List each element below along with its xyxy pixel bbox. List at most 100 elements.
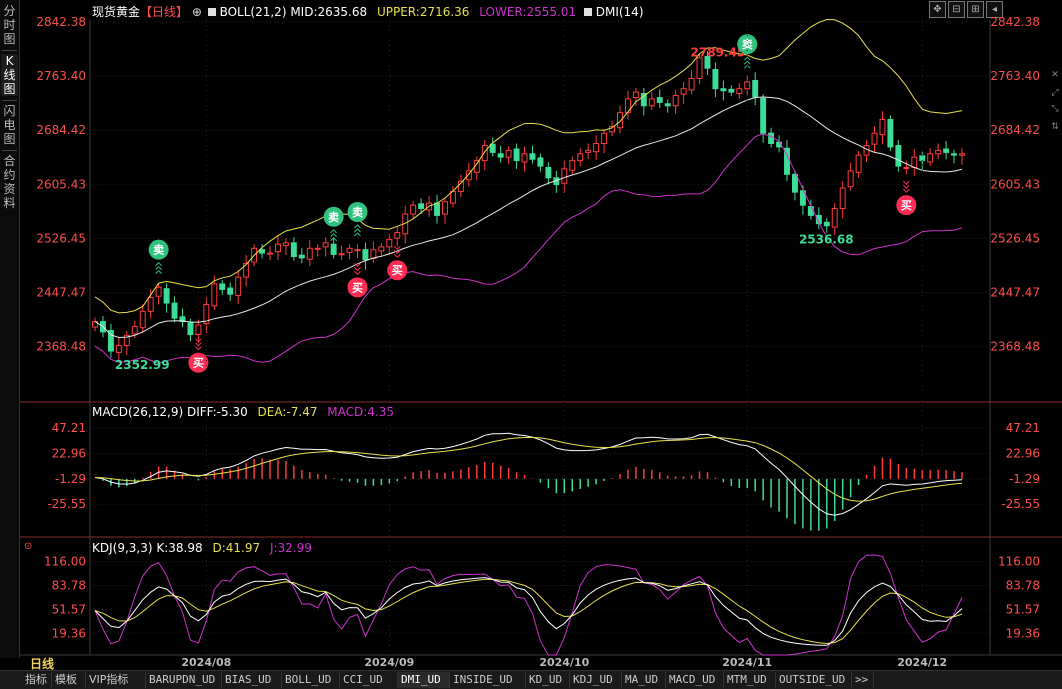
indicator-tab[interactable]: BOLL_UD — [282, 672, 340, 688]
zoom-in-icon[interactable]: ⊞ — [967, 1, 984, 18]
candle-body — [815, 214, 822, 225]
signal-arrow-icon — [354, 266, 361, 272]
signal-arrow-icon — [393, 249, 401, 254]
candle-body — [259, 249, 266, 254]
candle-body — [203, 303, 210, 325]
zoom-out-icon[interactable]: ⊟ — [948, 1, 965, 18]
indicator-tab[interactable]: BIAS_UD — [222, 672, 282, 688]
candle-body — [617, 112, 623, 129]
indicator-tab[interactable]: CCI_UD — [340, 672, 398, 688]
candle-body — [123, 334, 130, 347]
candle-body — [386, 238, 393, 248]
signal-arrow-icon — [330, 237, 337, 242]
candle-body — [640, 92, 647, 107]
price-axis-tick-left: 2842.38 — [36, 15, 86, 29]
boll-indicator-name[interactable]: BOLL(21,2) — [219, 5, 287, 19]
candle-body — [696, 57, 703, 79]
indicator-tab[interactable]: MA_UD — [622, 672, 666, 688]
signal-label: 卖 — [742, 37, 753, 51]
candle-body — [92, 321, 98, 328]
candle-body — [760, 97, 767, 134]
price-axis-tick-right: 2605.43 — [990, 177, 1040, 191]
candle-body — [768, 132, 775, 144]
candle-body — [163, 288, 170, 304]
tab-flash-chart[interactable]: 闪电图 — [3, 104, 16, 146]
candle-body — [378, 246, 385, 252]
candle-body — [529, 153, 536, 160]
tab-kline[interactable]: K线图 — [1, 54, 18, 96]
price-axis-tick-right: 2447.47 — [990, 285, 1040, 299]
candle-body — [911, 156, 918, 168]
candle-body — [362, 249, 369, 261]
kdj-axis-tick-right: 83.78 — [1006, 579, 1040, 593]
indicator-tab[interactable]: >> — [852, 672, 874, 688]
candle-body — [799, 190, 806, 206]
scroll-left-icon[interactable]: ◂ — [986, 1, 1003, 18]
candle-body — [457, 180, 464, 192]
price-extreme-label: 2352.99 — [115, 358, 170, 372]
candle-body — [879, 119, 886, 136]
shrink-icon[interactable]: ⤡ — [1051, 104, 1059, 114]
indicator-settings-icon[interactable]: ⊙ — [24, 541, 33, 552]
expand-icon[interactable]: ⤢ — [1051, 88, 1059, 98]
signal-arrow-icon — [330, 233, 337, 238]
time-axis-tick: 2024/09 — [364, 656, 414, 669]
add-indicator-icon[interactable]: ⊕ — [191, 5, 202, 19]
sort-icon[interactable]: ⇅ — [1051, 122, 1059, 132]
candle-body — [680, 88, 687, 95]
price-axis-tick-right: 2763.40 — [990, 69, 1040, 83]
candle-body — [211, 283, 218, 307]
indicator-tab[interactable]: VIP指标 — [86, 672, 146, 688]
candle-body — [561, 168, 568, 184]
candle-body — [338, 253, 345, 256]
indicator-tab[interactable]: KD_UD — [526, 672, 570, 688]
time-axis-tick: 2024/12 — [897, 656, 947, 669]
chart-canvas[interactable]: 2842.38 2842.38 2763.40 2763.40 2684.42 2684.… — [0, 0, 1062, 670]
candle-body — [322, 242, 329, 248]
candle-body — [282, 242, 289, 247]
macd-value: MACD:4.35 — [327, 405, 395, 419]
signal-arrow-icon — [354, 232, 361, 237]
indicator-tab[interactable]: DMI_UD — [398, 672, 450, 688]
boll-mid-line — [94, 96, 963, 339]
macd-axis-tick-right: 22.96 — [1006, 446, 1040, 460]
indicator-tab-bar: 指标 模板 VIP指标 BARUPDN_UD BIAS_UD BOLL_UD CCI_UD D… — [0, 670, 1062, 689]
kdj-title[interactable]: KDJ(9,3,3) — [92, 541, 153, 555]
indicator-tab[interactable]: INSIDE_UD — [450, 672, 526, 688]
period-tag: 【日线】 — [140, 5, 189, 19]
indicator-tab[interactable]: MTM_UD — [724, 672, 776, 688]
candle-body — [274, 243, 281, 253]
period-label[interactable]: 日线 — [30, 657, 55, 671]
dmi-indicator-name[interactable]: DMI(14) — [595, 5, 644, 19]
candle-body — [601, 132, 608, 144]
indicator-tab[interactable]: 指标 — [22, 672, 52, 688]
candle-body — [839, 187, 846, 210]
signal-arrow-icon — [330, 229, 337, 234]
macd-dea-value: DEA:-7.47 — [257, 405, 318, 419]
indicator-tab[interactable]: KDJ_UD — [570, 672, 622, 688]
left-sidebar: 分时图 K线图 闪电图 合约资料 — [0, 0, 20, 658]
macd-title[interactable]: MACD(26,12,9) — [92, 405, 184, 419]
candle-body — [927, 153, 934, 163]
buy-signal-icon — [347, 277, 368, 298]
tab-contract-info[interactable]: 合约资料 — [3, 154, 16, 210]
macd-diff-line — [94, 432, 963, 516]
indicator-tab[interactable]: BARUPDN_UD — [146, 672, 222, 688]
move-icon[interactable]: ✥ — [929, 1, 946, 18]
candle-body — [107, 329, 114, 352]
price-axis-tick-right: 2526.45 — [990, 231, 1040, 245]
price-header: 现货黄金【日线】 ⊕ BOLL(21,2) MID:2635.68 UPPER:… — [92, 3, 644, 20]
candle-body — [855, 154, 862, 173]
indicator-tab[interactable]: 模板 — [52, 672, 86, 688]
candle-body — [791, 173, 798, 193]
candle-body — [648, 98, 655, 107]
sell-signal-icon — [347, 201, 368, 222]
indicator-tab[interactable]: MACD_UD — [666, 672, 724, 688]
settings-icon[interactable]: ✕ — [1051, 70, 1059, 80]
tab-intraday[interactable]: 分时图 — [3, 4, 16, 46]
indicator-tab[interactable]: OUTSIDE_UD — [776, 672, 852, 688]
signal-arrow-icon — [902, 180, 910, 185]
candle-body — [577, 153, 584, 162]
candle-body — [505, 149, 512, 158]
candle-body — [394, 232, 401, 239]
